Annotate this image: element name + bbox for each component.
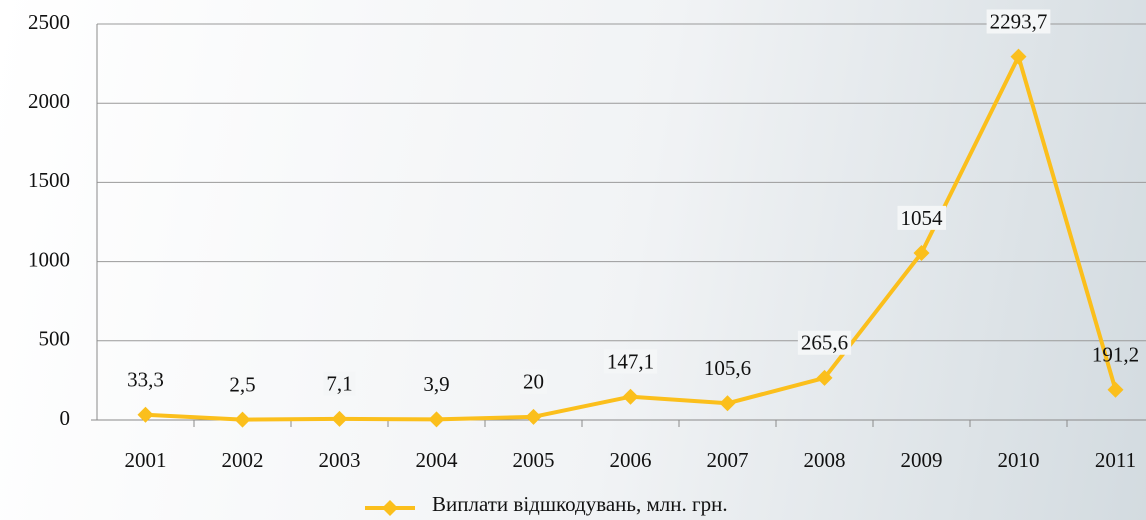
data-point bbox=[913, 245, 930, 262]
x-tick-label: 2009 bbox=[901, 448, 943, 472]
data-label-bg bbox=[797, 330, 852, 355]
y-tick-label: 500 bbox=[39, 327, 71, 351]
data-point bbox=[525, 408, 542, 425]
x-tick-label: 2001 bbox=[125, 448, 167, 472]
data-point bbox=[719, 395, 736, 412]
x-tick-label: 2010 bbox=[998, 448, 1040, 472]
x-tick-label: 2006 bbox=[610, 448, 652, 472]
x-tick-label: 2003 bbox=[319, 448, 361, 472]
data-point bbox=[1010, 48, 1027, 65]
x-tick-label: 2008 bbox=[804, 448, 846, 472]
data-label: 105,6 bbox=[704, 356, 751, 380]
data-label: 2293,7 bbox=[990, 9, 1048, 33]
data-label: 20 bbox=[523, 370, 544, 394]
data-label: 147,1 bbox=[607, 350, 654, 374]
data-label: 265,6 bbox=[801, 331, 848, 355]
data-point bbox=[234, 411, 251, 428]
data-label: 1054 bbox=[901, 206, 944, 230]
legend-marker bbox=[382, 500, 398, 516]
data-label: 7,1 bbox=[326, 372, 352, 396]
data-label-bg bbox=[897, 205, 946, 230]
data-label-bg bbox=[520, 369, 547, 394]
data-label: 3,9 bbox=[423, 372, 449, 396]
data-label-bg bbox=[603, 349, 658, 374]
data-point bbox=[331, 410, 348, 427]
data-point bbox=[428, 411, 445, 428]
data-label: 33,3 bbox=[127, 368, 164, 392]
y-tick-label: 1500 bbox=[28, 168, 70, 192]
data-point bbox=[816, 369, 833, 386]
data-point bbox=[137, 406, 154, 423]
y-tick-label: 1000 bbox=[28, 247, 70, 271]
x-tick-label: 2011 bbox=[1095, 448, 1136, 472]
y-tick-label: 2500 bbox=[28, 10, 70, 34]
x-tick-label: 2004 bbox=[416, 448, 459, 472]
data-label-bg bbox=[986, 9, 1051, 34]
data-label: 2,5 bbox=[229, 372, 255, 396]
y-tick-label: 2000 bbox=[28, 89, 70, 113]
data-point bbox=[622, 388, 639, 405]
data-point bbox=[1107, 381, 1124, 398]
y-tick-label: 0 bbox=[60, 406, 71, 430]
data-label-bg bbox=[323, 371, 356, 396]
x-tick-label: 2007 bbox=[707, 448, 749, 472]
x-tick-label: 2005 bbox=[513, 448, 555, 472]
x-tick-label: 2002 bbox=[222, 448, 264, 472]
legend-label: Виплати відшкодувань, млн. грн. bbox=[432, 492, 728, 516]
data-label: 191,2 bbox=[1092, 343, 1139, 367]
